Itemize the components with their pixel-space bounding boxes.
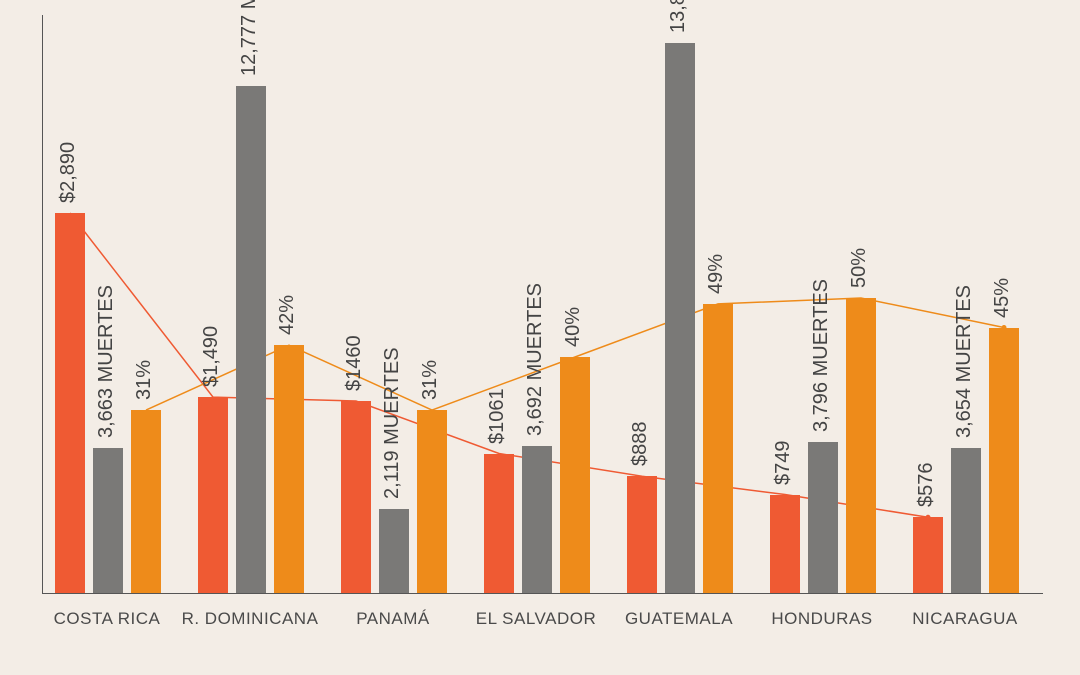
category-label: PANAMÁ <box>323 609 463 629</box>
deaths-label: 3,654 MUERTES <box>953 285 976 438</box>
percent-bar <box>846 298 876 593</box>
deaths-label: 3,663 MUERTES <box>95 285 118 438</box>
percent-bar <box>131 410 161 593</box>
percent-bar <box>703 304 733 593</box>
cost-bar <box>341 401 371 593</box>
deaths-label: 3,796 MUERTES <box>810 279 833 432</box>
deaths-label: 2,119 MUERTES <box>381 347 404 499</box>
chart-container: $2,8903,663 MUERTES31%$1,49012,777 MUERT… <box>0 0 1080 675</box>
deaths-bar <box>236 86 266 593</box>
percent-bar <box>417 410 447 593</box>
category-label: COSTA RICA <box>37 609 177 629</box>
plot-area: $2,890 3,663 MUERTES 31% $1,49012,777 MUERT… <box>42 15 1043 594</box>
cost-label: $1,490 <box>200 326 223 387</box>
percent-label: 45% <box>991 277 1014 317</box>
category-label: R. DOMINICANA <box>180 609 320 629</box>
country-group: $1,49012,777 MUERTES42% <box>198 15 304 593</box>
deaths-bar <box>93 448 123 593</box>
cost-bar <box>627 476 657 593</box>
cost-label: $749 <box>772 440 795 485</box>
country-group: $88813,850 MUERTES49% <box>627 15 733 593</box>
cost-bar <box>913 517 943 593</box>
deaths-bar <box>379 509 409 593</box>
category-label: GUATEMALA <box>609 609 749 629</box>
deaths-label: 13,850 MUERTES <box>667 0 690 33</box>
category-label: HONDURAS <box>752 609 892 629</box>
cost-label: $2,890 <box>57 142 80 203</box>
percent-label: 40% <box>562 307 585 347</box>
category-label: EL SALVADOR <box>466 609 606 629</box>
percent-label: 49% <box>705 254 728 294</box>
deaths-label: 12,777 MUERTES <box>238 0 261 76</box>
deaths-bar <box>951 448 981 593</box>
cost-label: $1061 <box>486 388 509 444</box>
deaths-label: 3,692 MUERTES <box>524 283 547 436</box>
cost-bar <box>198 397 228 593</box>
percent-label: 31% <box>419 360 442 400</box>
cost-label: $888 <box>629 422 652 467</box>
country-group: $1460 2,119 MUERTES 31% <box>341 15 447 593</box>
deaths-bar <box>808 442 838 593</box>
cost-bar <box>484 454 514 594</box>
cost-bar <box>55 213 85 593</box>
percent-label: 42% <box>276 295 299 335</box>
cost-label: $1460 <box>343 335 366 391</box>
percent-label: 50% <box>848 248 871 288</box>
percent-bar <box>560 357 590 593</box>
cost-label: $576 <box>915 463 938 508</box>
deaths-bar <box>522 446 552 593</box>
country-group: $576 3,654 MUERTES 45% <box>913 15 1019 593</box>
country-group: $2,890 3,663 MUERTES 31% <box>55 15 161 593</box>
category-label: NICARAGUA <box>895 609 1035 629</box>
cost-bar <box>770 495 800 593</box>
percent-label: 31% <box>133 360 156 400</box>
percent-bar <box>989 328 1019 594</box>
percent-bar <box>274 345 304 593</box>
country-group: $749 3,796 MUERTES 50% <box>770 15 876 593</box>
deaths-bar <box>665 43 695 593</box>
country-group: $1061 3,692 MUERTES 40% <box>484 15 590 593</box>
